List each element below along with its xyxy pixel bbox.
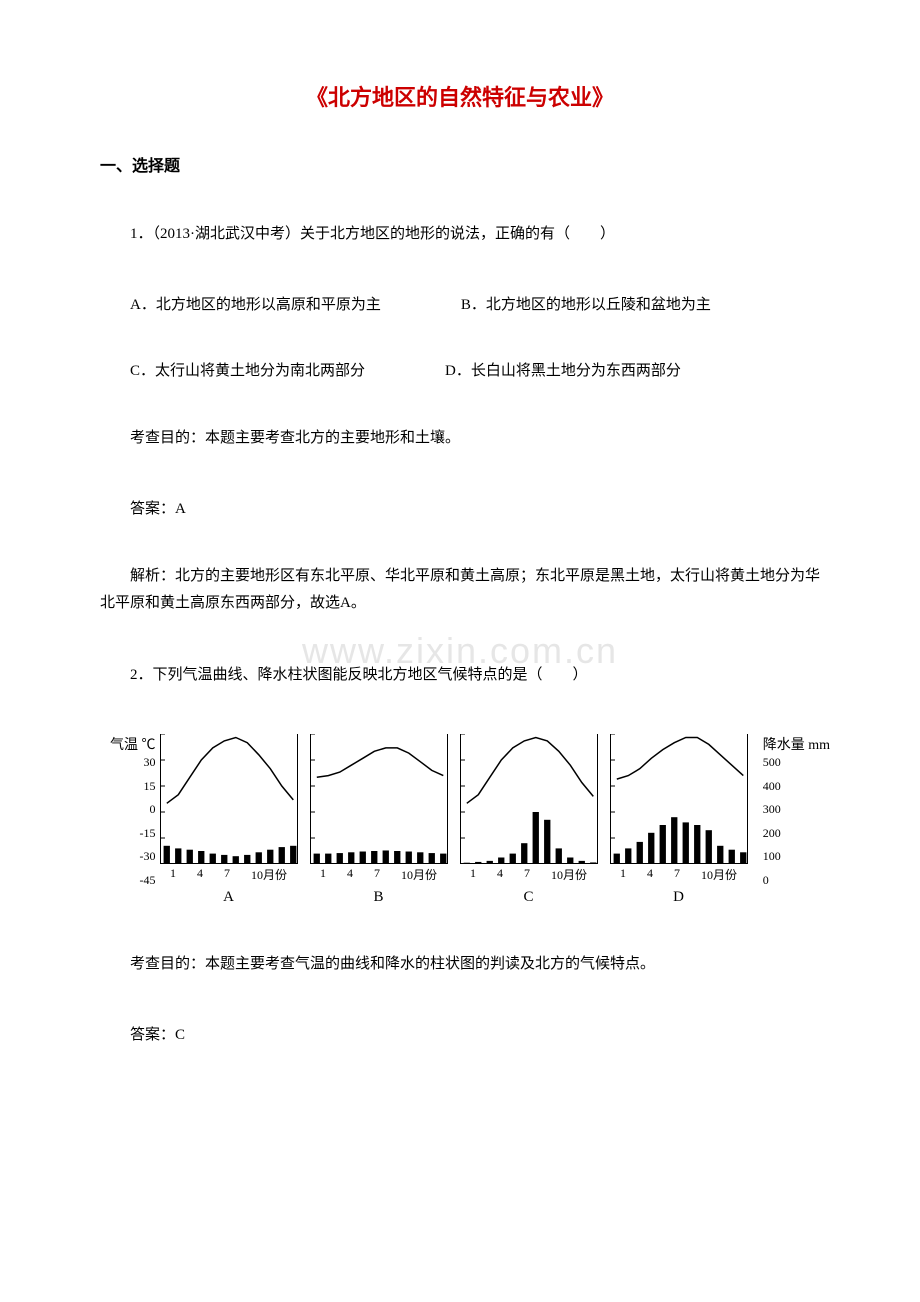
x-tick-label: 7 (224, 866, 230, 883)
x-tick-label: 7 (674, 866, 680, 883)
x-tick-label: 7 (524, 866, 530, 883)
left-tick: 30 (140, 756, 156, 768)
left-tick: -45 (140, 874, 156, 886)
right-tick: 100 (763, 850, 781, 862)
x-tick-label: 10月份 (401, 866, 437, 883)
x-tick-label: 10月份 (701, 866, 737, 883)
x-axis-labels: 1 4 7 10月份 (610, 866, 748, 883)
x-tick-label: 1 (470, 866, 476, 883)
q1-option-b: B．北方地区的地形以丘陵和盆地为主 (461, 293, 711, 314)
chart-panel-c: 1 4 7 10月份 C (460, 734, 598, 906)
right-tick: 300 (763, 803, 781, 815)
x-tick-label: 4 (347, 866, 353, 883)
left-tick: -30 (140, 850, 156, 862)
q1-purpose: 考查目的：本题主要考查北方的主要地形和土壤。 (100, 425, 820, 452)
x-axis-labels: 1 4 7 10月份 (160, 866, 298, 883)
q1-option-c: C．太行山将黄土地分为南北两部分 (100, 359, 365, 380)
q1-option-d: D．长白山将黑土地分为东西两部分 (445, 359, 681, 380)
right-tick: 0 (763, 874, 781, 886)
x-tick-label: 4 (497, 866, 503, 883)
chart-panel-a: 1 4 7 10月份 A (160, 734, 298, 906)
q2-purpose: 考查目的：本题主要考查气温的曲线和降水的柱状图的判读及北方的气候特点。 (100, 951, 820, 978)
x-tick-label: 10月份 (551, 866, 587, 883)
q1-option-a: A．北方地区的地形以高原和平原为主 (100, 293, 381, 314)
q1-answer: 答案：A (100, 497, 820, 518)
left-tick: -15 (140, 827, 156, 839)
left-axis-label: 气温 ℃ (110, 734, 156, 754)
q1-analysis: 解析：北方的主要地形区有东北平原、华北平原和黄土高原；东北平原是黑土地，太行山将… (100, 563, 820, 617)
x-tick-label: 4 (647, 866, 653, 883)
climate-charts: 气温 ℃ 30 15 0 -15 -30 -45 1 4 7 10月份 A 1 4 7 10月份… (110, 734, 830, 906)
section-heading: 一、选择题 (100, 152, 820, 176)
chart-panel-d: 1 4 7 10月份 D (610, 734, 748, 906)
chart-panels: 1 4 7 10月份 A 1 4 7 10月份 B 1 4 7 10月份 C 1 4 7 10月份 D (160, 734, 759, 906)
chart-box (460, 734, 598, 864)
right-tick: 200 (763, 827, 781, 839)
chart-letter: D (673, 889, 684, 906)
right-tick: 400 (763, 780, 781, 792)
x-tick-label: 1 (620, 866, 626, 883)
right-tick: 500 (763, 756, 781, 768)
left-tick: 0 (140, 803, 156, 815)
x-tick-label: 10月份 (251, 866, 287, 883)
x-axis-labels: 1 4 7 10月份 (310, 866, 448, 883)
left-y-axis: 气温 ℃ 30 15 0 -15 -30 -45 (110, 734, 160, 886)
right-y-axis: 降水量 mm 500 400 300 200 100 0 (759, 734, 830, 886)
x-tick-label: 1 (320, 866, 326, 883)
x-tick-label: 4 (197, 866, 203, 883)
q1-options-row2: C．太行山将黄土地分为南北两部分 D．长白山将黑土地分为东西两部分 (100, 359, 820, 380)
left-axis-ticks: 30 15 0 -15 -30 -45 (140, 756, 156, 886)
q1-options-row1: A．北方地区的地形以高原和平原为主 B．北方地区的地形以丘陵和盆地为主 (100, 293, 820, 314)
x-axis-labels: 1 4 7 10月份 (460, 866, 598, 883)
right-axis-ticks: 500 400 300 200 100 0 (763, 756, 781, 886)
chart-panel-b: 1 4 7 10月份 B (310, 734, 448, 906)
right-axis-label: 降水量 mm (763, 734, 830, 754)
x-tick-label: 1 (170, 866, 176, 883)
x-tick-label: 7 (374, 866, 380, 883)
q2-answer: 答案：C (100, 1023, 820, 1044)
q2-stem: 2．下列气温曲线、降水柱状图能反映北方地区气候特点的是（ ） (100, 662, 820, 689)
chart-box (610, 734, 748, 864)
chart-letter: C (523, 889, 533, 906)
left-tick: 15 (140, 780, 156, 792)
chart-box (310, 734, 448, 864)
q1-stem: 1．（2013·湖北武汉中考）关于北方地区的地形的说法，正确的有（ ） (100, 221, 820, 248)
chart-box (160, 734, 298, 864)
chart-letter: B (373, 889, 383, 906)
page-title: 《北方地区的自然特征与农业》 (100, 80, 820, 112)
chart-letter: A (223, 889, 234, 906)
